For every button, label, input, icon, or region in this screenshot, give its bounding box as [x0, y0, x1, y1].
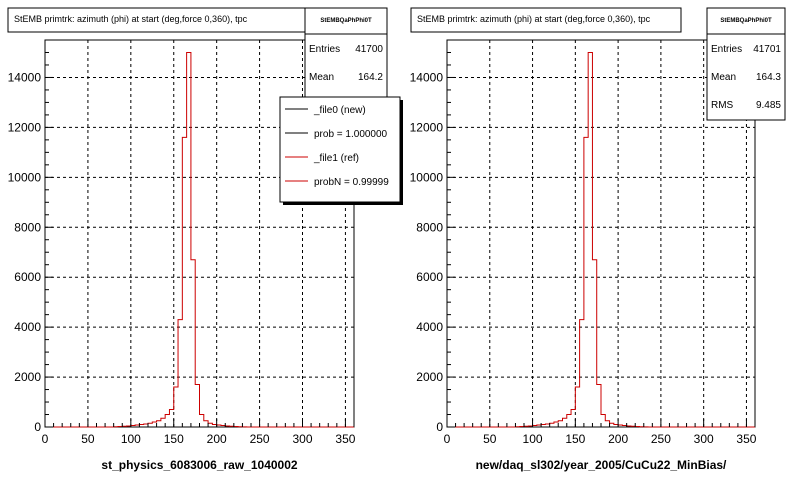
chart2-xtick-label-300: 300 [694, 432, 714, 446]
histograms [45, 51, 755, 428]
chart2-ytick-label-8000: 8000 [416, 220, 443, 234]
chart2-title: StEMB primtrk: azimuth (phi) at start (d… [417, 14, 651, 24]
chart2-ytick-label-0: 0 [436, 420, 443, 434]
chart1-xlabel: st_physics_6083006_raw_1040002 [101, 458, 297, 472]
chart1-legend-label-3: probN = 0.99999 [314, 177, 389, 188]
chart1-ytick-label-6000: 6000 [14, 270, 41, 284]
chart1-stats-label-0: Entries [309, 44, 340, 55]
chart1-legend-box [279, 96, 401, 203]
chart2-stats-label-0: Entries [711, 44, 742, 55]
chart2-stats-value-0: 41701 [753, 44, 781, 55]
chart2-xtick-label-350: 350 [736, 432, 756, 446]
chart1-stats-value-1: 164.2 [358, 72, 383, 83]
info-boxes: StEMB primtrk: azimuth (phi) at start (d… [7, 7, 786, 205]
chart1-xtick-label-100: 100 [121, 432, 141, 446]
chart1-title: StEMB primtrk: azimuth (phi) at start (d… [14, 14, 248, 24]
chart2-ytick-label-2000: 2000 [416, 370, 443, 384]
chart1-ytick-label-10000: 10000 [8, 170, 42, 184]
chart1-legend-label-1: prob = 1.000000 [314, 129, 388, 140]
chart1-stats-name: StEMBQaPhPhi0T [320, 18, 372, 24]
chart2-ytick-label-6000: 6000 [416, 270, 443, 284]
chart2-stats-value-1: 164.3 [756, 72, 781, 83]
chart1-histogram-line [45, 51, 354, 428]
axes: 0 50 100 150 200 250 300 3500200040006000800010… [8, 39, 757, 472]
chart1-legend-label-0: _file0 (new) [313, 105, 366, 116]
chart2-stats-value-2: 9.485 [756, 100, 781, 111]
chart2-histogram-line [447, 51, 755, 428]
chart1-ytick-label-14000: 14000 [8, 70, 42, 84]
grid-lines [44, 40, 755, 428]
chart1-ytick-label-12000: 12000 [8, 120, 42, 134]
chart1-ytick-label-8000: 8000 [14, 220, 41, 234]
chart2-xtick-label-200: 200 [608, 432, 628, 446]
chart1-xtick-label-200: 200 [207, 432, 227, 446]
chart1-xtick-label-150: 150 [164, 432, 184, 446]
chart2-stats-name: StEMBQaPhPhi0T [720, 18, 772, 24]
chart2-stats-box [706, 7, 786, 121]
chart2-stats-label-1: Mean [711, 72, 736, 83]
chart2-xtick-label-100: 100 [523, 432, 543, 446]
chart2-ytick-label-4000: 4000 [416, 320, 443, 334]
chart2-ytick-label-12000: 12000 [410, 120, 444, 134]
chart1-ytick-label-4000: 4000 [14, 320, 41, 334]
chart2-ytick-label-14000: 14000 [410, 70, 444, 84]
chart1-xtick-label-350: 350 [335, 432, 355, 446]
chart1-stats-label-1: Mean [309, 72, 334, 83]
chart1-stats-value-0: 41700 [355, 44, 383, 55]
chart1-legend-label-2: _file1 (ref) [313, 153, 359, 164]
chart2-xlabel: new/daq_sl302/year_2005/CuCu22_MinBias/ [476, 458, 727, 472]
chart1-xtick-label-300: 300 [292, 432, 312, 446]
chart1-xtick-label-50: 50 [81, 432, 95, 446]
chart2-ytick-label-10000: 10000 [410, 170, 444, 184]
chart2-xtick-label-0: 0 [444, 432, 451, 446]
chart1-xtick-label-250: 250 [250, 432, 270, 446]
chart2-xtick-label-150: 150 [565, 432, 585, 446]
chart2-title-box [410, 7, 682, 33]
chart2-xtick-label-250: 250 [651, 432, 671, 446]
chart1-xtick-label-0: 0 [42, 432, 49, 446]
chart1-ytick-label-2000: 2000 [14, 370, 41, 384]
chart1-title-box [7, 7, 311, 33]
chart2-stats-label-2: RMS [711, 100, 734, 111]
chart1-ytick-label-0: 0 [34, 420, 41, 434]
chart2-xtick-label-50: 50 [483, 432, 497, 446]
